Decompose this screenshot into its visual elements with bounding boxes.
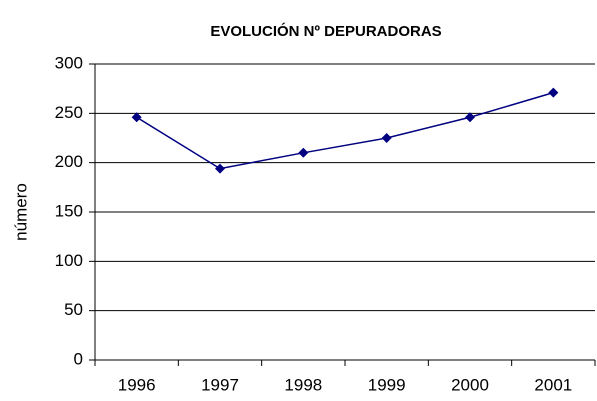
marker: [215, 163, 225, 174]
y-tick-label: 50: [64, 300, 83, 319]
y-tick-label: 0: [74, 349, 83, 368]
y-tick-label: 250: [55, 103, 83, 122]
chart-title: EVOLUCIÓN Nº DEPURADORAS: [210, 22, 441, 40]
y-tick-label: 100: [55, 251, 83, 270]
x-tick-label: 1999: [368, 375, 406, 394]
line: [136, 91, 554, 170]
y-axis-label: número: [11, 183, 30, 241]
y-tick-label: 200: [55, 152, 83, 171]
marker: [131, 112, 142, 123]
x-tick-label: 1998: [284, 375, 322, 394]
x-tick-label: 1997: [201, 375, 239, 394]
y-tick-label: 300: [55, 53, 83, 72]
y-tick-label: 150: [55, 201, 83, 220]
marker: [465, 112, 475, 123]
x-tick-label: 2000: [451, 375, 489, 394]
marker: [548, 87, 559, 98]
x-tick-label: 2001: [534, 375, 572, 394]
x-tick-label: 1996: [118, 375, 156, 394]
marker: [381, 133, 392, 143]
marker: [298, 147, 309, 158]
